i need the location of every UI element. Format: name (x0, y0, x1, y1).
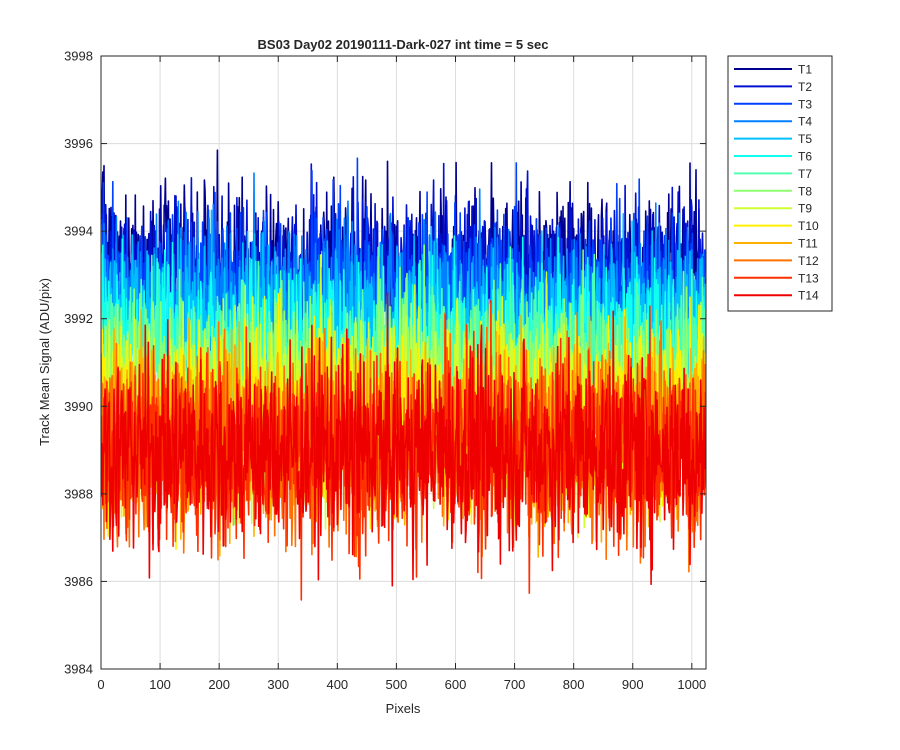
x-tick-label: 200 (208, 677, 230, 692)
y-tick-label: 3990 (64, 399, 93, 414)
x-tick-label: 1000 (677, 677, 706, 692)
y-tick-label: 3994 (64, 224, 93, 239)
legend-label-t9: T9 (798, 202, 812, 216)
x-tick-label: 400 (326, 677, 348, 692)
x-tick-label: 100 (149, 677, 171, 692)
y-tick-label: 3992 (64, 311, 93, 326)
legend-label-t4: T4 (798, 115, 812, 129)
x-tick-label: 800 (563, 677, 585, 692)
y-tick-label: 3996 (64, 136, 93, 151)
chart-title: BS03 Day02 20190111-Dark-027 int time = … (258, 37, 549, 52)
legend-label-t14: T14 (798, 289, 819, 303)
y-tick-label: 3998 (64, 49, 93, 64)
series-line-t14 (101, 292, 706, 587)
x-tick-label: 500 (386, 677, 408, 692)
x-tick-label: 0 (97, 677, 104, 692)
legend-label-t12: T12 (798, 254, 819, 268)
legend-box (727, 55, 833, 312)
x-tick-label: 300 (267, 677, 289, 692)
x-axis: 0 100 200 300 400 500 600 700 800 900 1000 (97, 56, 706, 692)
series-lines (101, 149, 706, 601)
legend-label-t8: T8 (798, 184, 812, 198)
legend-label-t3: T3 (798, 97, 812, 111)
x-axis-label: Pixels (386, 701, 421, 716)
plot-box (100, 55, 707, 670)
y-tick-label: 3986 (64, 574, 93, 589)
legend-label-t6: T6 (798, 150, 812, 164)
legend-label-t7: T7 (798, 167, 812, 181)
y-axis-label: Track Mean Signal (ADU/pix) (37, 278, 52, 446)
legend-label-t1: T1 (798, 63, 812, 77)
legend-label-t10: T10 (798, 219, 819, 233)
legend-label-t2: T2 (798, 80, 812, 94)
y-tick-label: 3988 (64, 486, 93, 501)
x-tick-label: 600 (445, 677, 467, 692)
y-axis: 3984 3986 3988 3990 3992 3994 3996 3998 (64, 49, 706, 677)
legend-label-t5: T5 (798, 132, 812, 146)
x-tick-label: 900 (622, 677, 644, 692)
y-tick-label: 3984 (64, 662, 93, 677)
legend-label-t11: T11 (798, 237, 818, 251)
legend: T1 T2 T3 T4 T5 T6 T7 T8 T9 T10 T11 T12 T13 T14 (727, 55, 833, 312)
legend-label-t13: T13 (798, 271, 819, 285)
x-tick-label: 700 (504, 677, 526, 692)
